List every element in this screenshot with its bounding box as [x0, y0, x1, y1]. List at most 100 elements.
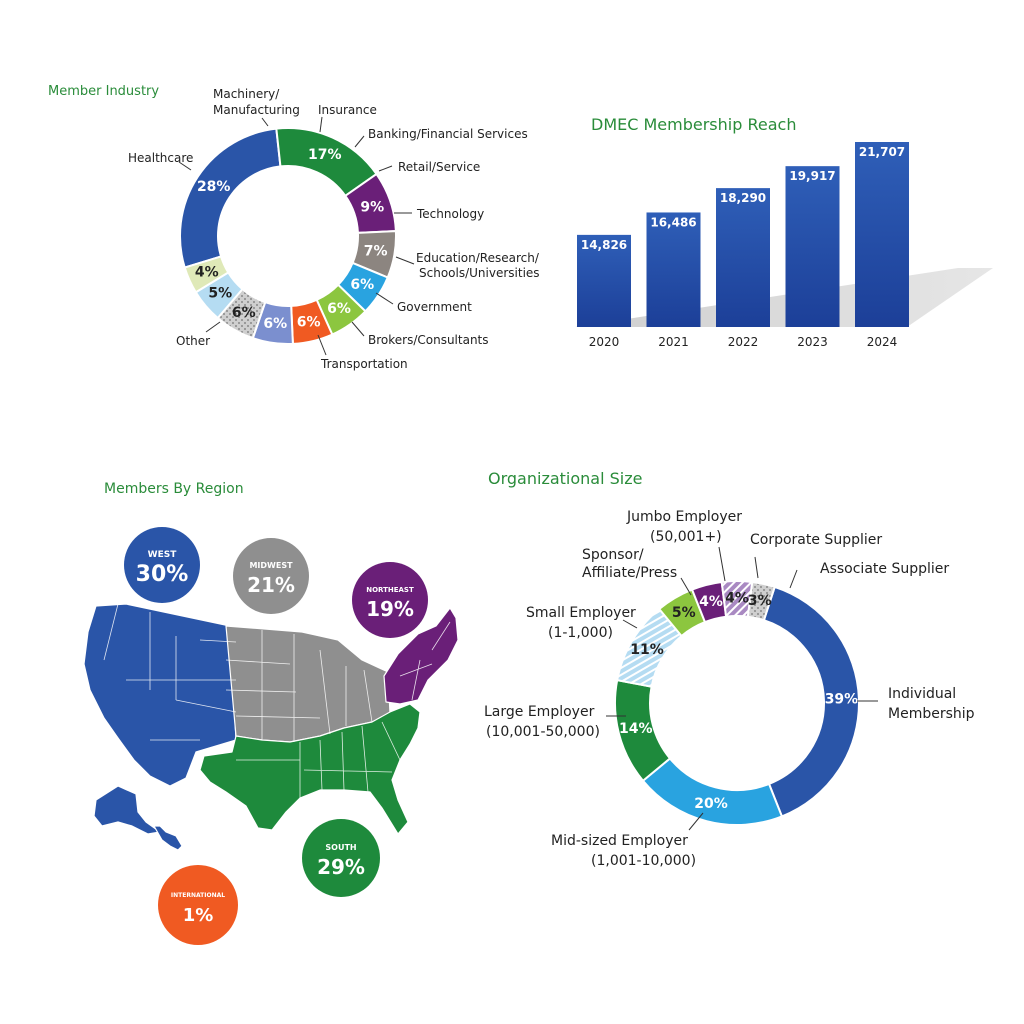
slice-value-individual-membership: 39%: [825, 692, 859, 708]
bubble-value-international: 1%: [183, 905, 214, 926]
bar-category-label: 2024: [867, 335, 898, 349]
region-bubbles: WEST 30% MIDWEST 21% NORTHEAST 19% SOUTH 29% INT…: [124, 527, 428, 945]
member-industry-labels: Other Healthcare Machinery/ Manufacturin…: [128, 87, 540, 371]
bar-floor-shadow: [575, 268, 993, 327]
label-large-line1: Large Employer: [484, 704, 595, 720]
label-sponsor-line1: Sponsor/: [582, 547, 644, 563]
slice-value-technology: 6%: [297, 315, 321, 331]
label-education-line1: Education/Research/: [416, 251, 540, 265]
slice-value-machinery-manufacturing: 9%: [360, 199, 384, 215]
organizational-size-leaders: [606, 546, 878, 831]
bubble-value-northeast: 19%: [366, 597, 414, 621]
membership-reach-title: DMEC Membership Reach: [591, 115, 796, 134]
bar-category-label: 2021: [658, 335, 689, 349]
slice-value-brokers-consultants: 5%: [208, 286, 232, 302]
slice-value-insurance: 7%: [364, 243, 388, 259]
bubble-south: [302, 819, 380, 897]
slice-value-small-employer-1-1-000: 11%: [630, 642, 664, 658]
bar-category-label: 2022: [728, 335, 759, 349]
slice-value-education-research-schools-universities: 6%: [263, 316, 287, 332]
label-banking: Banking/Financial Services: [368, 127, 528, 141]
slice-value-jumbo-employer-50-001: 4%: [699, 594, 723, 610]
label-large-line2: (10,001-50,000): [486, 724, 600, 740]
label-government: Government: [397, 300, 472, 314]
label-mid-line1: Mid-sized Employer: [551, 833, 688, 849]
bar-value-label: 16,486: [650, 215, 696, 229]
label-other: Other: [176, 334, 210, 348]
slice-value-mid-sized-employer-1-001-10-000: 20%: [694, 796, 728, 812]
bar-category-label: 2020: [589, 335, 620, 349]
label-transportation: Transportation: [320, 357, 408, 371]
us-region-map: [83, 603, 459, 851]
label-jumbo-line2: (50,001+): [650, 529, 722, 545]
slice-value-healthcare: 17%: [308, 147, 342, 163]
label-associate: Associate Supplier: [820, 561, 949, 577]
label-machinery-line1: Machinery/: [213, 87, 280, 101]
slice-value-banking-financial-services: 6%: [350, 277, 374, 293]
bubble-midwest: [233, 538, 309, 614]
slice-value-other: 28%: [197, 179, 231, 195]
slice-value-sponsor-affiliate-press: 5%: [672, 605, 696, 621]
label-retail: Retail/Service: [398, 160, 480, 174]
region-alaska-shape: [93, 785, 161, 835]
bar-2020: [577, 234, 631, 327]
bar-value-label: 21,707: [859, 145, 905, 159]
region-hawaii-shape: [153, 825, 183, 851]
membership-reach-bars: 14,826 2020 16,486 2021 18,290 2022 19,917 2023…: [577, 142, 909, 349]
organizational-size-title: Organizational Size: [488, 469, 642, 488]
label-healthcare: Healthcare: [128, 151, 193, 165]
label-individual-line1: Individual: [888, 686, 956, 702]
label-insurance: Insurance: [318, 103, 377, 117]
slice-individual-membership: [762, 585, 860, 818]
bar-value-label: 14,826: [581, 238, 627, 252]
slice-value-retail-service: 6%: [327, 301, 351, 317]
organizational-size-donut: 39%20%14%11%5%4% 4% 3%: [614, 580, 860, 826]
bubble-label-west: WEST: [148, 550, 178, 560]
slice-associate-supplier: [746, 580, 776, 622]
bubble-label-international: INTERNATIONAL: [171, 892, 225, 899]
bubble-label-northeast: NORTHEAST: [366, 586, 414, 594]
organizational-size-labels: Jumbo Employer (50,001+) Corporate Suppl…: [484, 509, 975, 869]
label-sponsor-line2: Affiliate/Press: [582, 565, 677, 581]
slice-value-transportation: 4%: [195, 264, 219, 280]
label-mid-line2: (1,001-10,000): [591, 853, 696, 869]
bubble-value-west: 30%: [136, 562, 189, 587]
label-machinery-line2: Manufacturing: [213, 103, 300, 117]
label-technology: Technology: [416, 207, 484, 221]
bar-2021: [646, 212, 701, 327]
bubble-value-south: 29%: [317, 855, 365, 879]
bar-value-label: 18,290: [720, 191, 766, 205]
bubble-international: [158, 865, 238, 945]
members-by-region-title: Members By Region: [104, 481, 244, 497]
bar-category-label: 2023: [797, 335, 828, 349]
bubble-label-south: SOUTH: [325, 843, 356, 852]
bubble-value-midwest: 21%: [247, 573, 295, 597]
bubble-west: [124, 527, 200, 603]
bar-value-label: 19,917: [789, 169, 835, 183]
member-industry-leaders: [178, 116, 415, 356]
label-small-line1: Small Employer: [526, 605, 636, 621]
slice-value-associate-supplier: 3%: [748, 593, 772, 609]
slice-transportation: [183, 255, 230, 294]
label-individual-line2: Membership: [888, 706, 975, 722]
bar-2022: [716, 188, 770, 327]
label-jumbo-line1: Jumbo Employer: [626, 509, 742, 525]
bubble-northeast: [352, 562, 428, 638]
slice-value-government: 6%: [232, 305, 256, 321]
slice-other: [179, 127, 282, 269]
bar-2023: [785, 166, 840, 327]
region-northeast-shape: [383, 607, 459, 705]
slice-value-corporate-supplier: 4%: [725, 591, 749, 607]
label-small-line2: (1-1,000): [548, 625, 613, 641]
label-brokers: Brokers/Consultants: [368, 333, 489, 347]
map-state-lines: [103, 603, 451, 798]
member-industry-donut: 28%17%9%7%6%6%6%6%6%5%4%: [179, 127, 397, 345]
bar-2024: [855, 142, 909, 327]
bubble-label-midwest: MIDWEST: [249, 561, 293, 570]
member-industry-title: Member Industry: [48, 84, 159, 99]
label-corporate: Corporate Supplier: [750, 532, 882, 548]
slice-mid-sized-employer-1-001-10-000: [641, 757, 784, 826]
slice-value-large-employer-10-001-50-000: 14%: [619, 721, 653, 737]
label-education-line2: Schools/Universities: [419, 266, 540, 280]
